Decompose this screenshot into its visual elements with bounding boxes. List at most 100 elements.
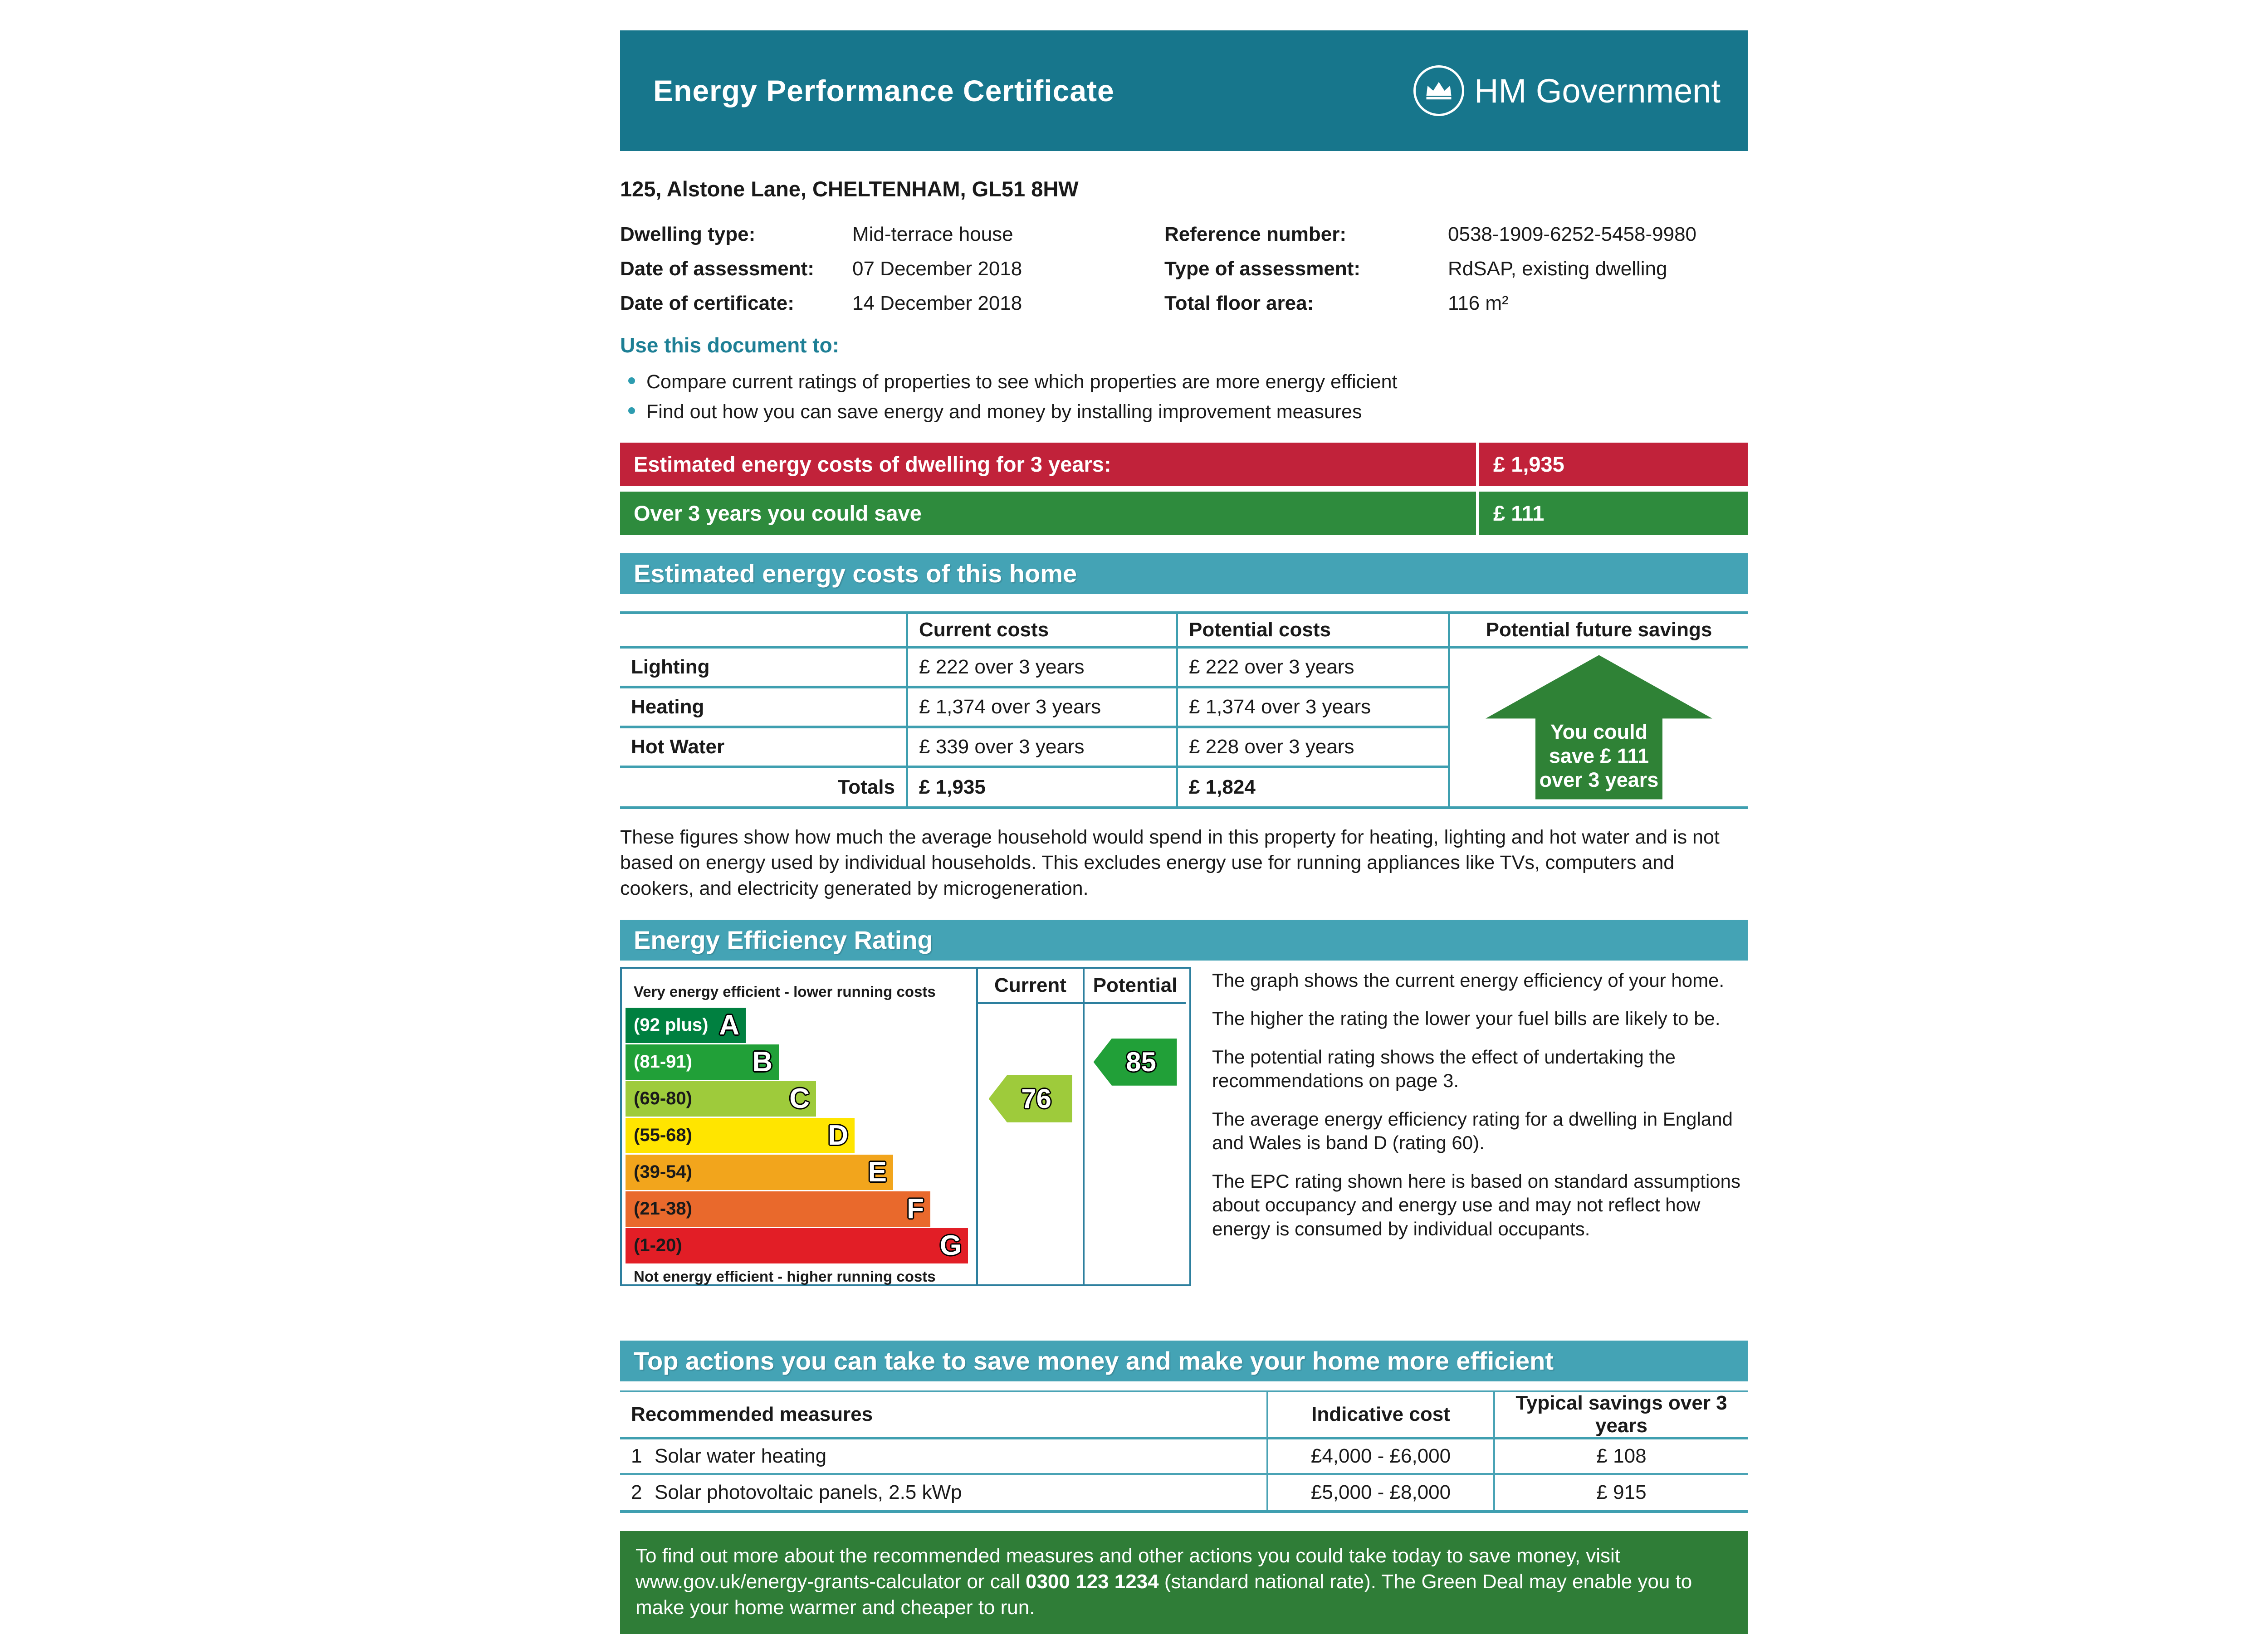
use-document-heading: Use this document to: [620, 333, 840, 357]
band-letter: A [719, 1010, 739, 1041]
epc-band-b: (81-91) B [626, 1044, 779, 1080]
potential-rating-value: 85 [1126, 1047, 1156, 1078]
property-details: Dwelling type: Mid-terrace house Referen… [620, 223, 1748, 315]
epc-document-page: Energy Performance Certificate HM Govern… [620, 30, 1748, 1634]
rating-bands: (92 plus) A (81-91) B (69-80) C (55-68) … [622, 1007, 976, 1263]
hm-government-logo: HM Government [1413, 65, 1721, 116]
savings-arrow-cell: You could save £ 111 over 3 years [1448, 648, 1748, 806]
crown-icon-svg [1426, 82, 1452, 100]
action-measure: 2 Solar photovoltaic panels, 2.5 kWp [620, 1475, 1266, 1510]
potential-rating-column: Potential 85 [1083, 968, 1186, 1284]
rating-bands-column: Very energy efficient - lower running co… [622, 969, 976, 1285]
rating-explanation: The graph shows the current energy effic… [1191, 967, 1748, 1256]
action-cost: £4,000 - £6,000 [1266, 1439, 1493, 1475]
detail-value: 14 December 2018 [852, 292, 1022, 314]
band-letter: C [789, 1083, 810, 1115]
band-letter: G [939, 1230, 962, 1262]
savings-arrow-line: over 3 years [1539, 768, 1659, 792]
action-saving: £ 108 [1493, 1439, 1748, 1475]
cell-potential: £ 1,374 over 3 years [1176, 688, 1448, 728]
detail-label: Date of assessment: [620, 258, 814, 280]
current-rating-value: 76 [1021, 1083, 1051, 1114]
bullet-item: Find out how you can save energy and mon… [620, 400, 1748, 424]
totals-current: £ 1,935 [906, 768, 1176, 806]
savings-arrow-line: save £ 111 [1549, 744, 1649, 768]
band-range: (69-80) [634, 1088, 692, 1109]
cell-potential: £ 228 over 3 years [1176, 728, 1448, 768]
current-rating-arrow: 76 [988, 1075, 1072, 1122]
costs-note: These figures show how much the average … [620, 826, 1720, 900]
cell-current: £ 1,374 over 3 years [906, 688, 1176, 728]
band-letter: E [868, 1156, 887, 1188]
totals-potential: £ 1,824 [1176, 768, 1448, 806]
action-cost: £5,000 - £8,000 [1266, 1474, 1493, 1510]
band-range: (81-91) [634, 1052, 692, 1072]
banner-value: £ 111 [1493, 501, 1545, 525]
bullet-item: Compare current ratings of properties to… [620, 370, 1748, 395]
detail-value: 0538-1909-6252-5458-9980 [1448, 223, 1697, 245]
detail-value: 07 December 2018 [852, 258, 1022, 280]
epc-band-d: (55-68) D [626, 1117, 855, 1153]
rating-section-header: Energy Efficiency Rating [620, 919, 1748, 961]
estimated-costs-banner: Estimated energy costs of dwelling for 3… [620, 442, 1748, 486]
band-letter: B [752, 1046, 772, 1078]
detail-label: Dwelling type: [620, 223, 756, 245]
logo-text: HM Government [1474, 72, 1721, 110]
action-measure: 1 Solar water heating [620, 1439, 1266, 1475]
action-number: 1 [631, 1444, 642, 1467]
detail-value: Mid-terrace house [852, 223, 1013, 245]
banner-label: Over 3 years you could save [620, 491, 1479, 535]
detail-value: RdSAP, existing dwelling [1448, 258, 1667, 280]
epc-rating-chart: Very energy efficient - lower running co… [620, 966, 1191, 1286]
epc-band-e: (39-54) E [626, 1154, 893, 1190]
chart-caption-bottom: Not energy efficient - higher running co… [634, 1268, 936, 1285]
epc-band-a: (92 plus) A [626, 1007, 746, 1043]
actions-section-header: Top actions you can take to save money a… [620, 1340, 1748, 1381]
table-cell-blank [620, 614, 906, 649]
col-header-savings: Potential future savings [1448, 614, 1748, 649]
row-label: Lighting [620, 649, 906, 688]
footer-phone-number: 0300 123 1234 [1025, 1570, 1159, 1593]
banner-value: £ 1,935 [1493, 452, 1564, 476]
explanation-paragraph: The EPC rating shown here is based on st… [1212, 1170, 1740, 1239]
epc-band-c: (69-80) C [626, 1081, 816, 1117]
actions-table: Recommended measures Indicative cost Typ… [620, 1390, 1748, 1513]
footer-info-box: To find out more about the recommended m… [620, 1531, 1748, 1634]
savings-arrow: You could save £ 111 over 3 years [1486, 655, 1712, 800]
current-rating-column: Current 76 [976, 968, 1083, 1284]
explanation-paragraph: The potential rating shows the effect of… [1212, 1046, 1676, 1092]
detail-label: Type of assessment: [1164, 258, 1361, 280]
totals-label: Totals [837, 776, 895, 798]
crown-icon [1413, 65, 1465, 116]
col-header-savings: Typical savings over 3 years [1493, 1392, 1748, 1439]
band-letter: D [828, 1120, 848, 1151]
detail-value: 116 m² [1448, 292, 1509, 314]
detail-label: Reference number: [1164, 223, 1347, 245]
band-range: (55-68) [634, 1125, 692, 1146]
cell-current: £ 222 over 3 years [906, 648, 1176, 688]
row-label: Hot Water [620, 728, 906, 768]
row-label: Heating [620, 688, 906, 728]
epc-band-g: (1-20) G [626, 1228, 968, 1263]
costs-table: Current costs Potential costs Potential … [620, 611, 1748, 809]
band-letter: F [907, 1193, 924, 1225]
band-range: (21-38) [634, 1199, 692, 1219]
current-column-header: Current [978, 969, 1083, 1004]
potential-rating-arrow: 85 [1093, 1038, 1177, 1086]
explanation-paragraph: The graph shows the current energy effic… [1212, 969, 1725, 991]
explanation-paragraph: The average energy efficiency rating for… [1212, 1108, 1733, 1154]
action-saving: £ 915 [1493, 1474, 1748, 1510]
cell-current: £ 339 over 3 years [906, 728, 1176, 768]
chart-caption-top: Very energy efficient - lower running co… [634, 983, 936, 1000]
action-measure-text: Solar water heating [655, 1444, 827, 1467]
use-document-bullets: Compare current ratings of properties to… [620, 370, 1748, 424]
epc-band-f: (21-38) F [626, 1191, 930, 1227]
savings-arrow-line: You could [1550, 720, 1648, 744]
col-header-cost: Indicative cost [1266, 1392, 1493, 1439]
col-header-measures: Recommended measures [620, 1392, 1266, 1439]
savings-banner: Over 3 years you could save £ 111 [620, 491, 1748, 535]
banner-label: Estimated energy costs of dwelling for 3… [620, 442, 1479, 486]
action-number: 2 [631, 1481, 642, 1503]
band-range: (39-54) [634, 1162, 692, 1182]
col-header-current: Current costs [906, 614, 1176, 649]
